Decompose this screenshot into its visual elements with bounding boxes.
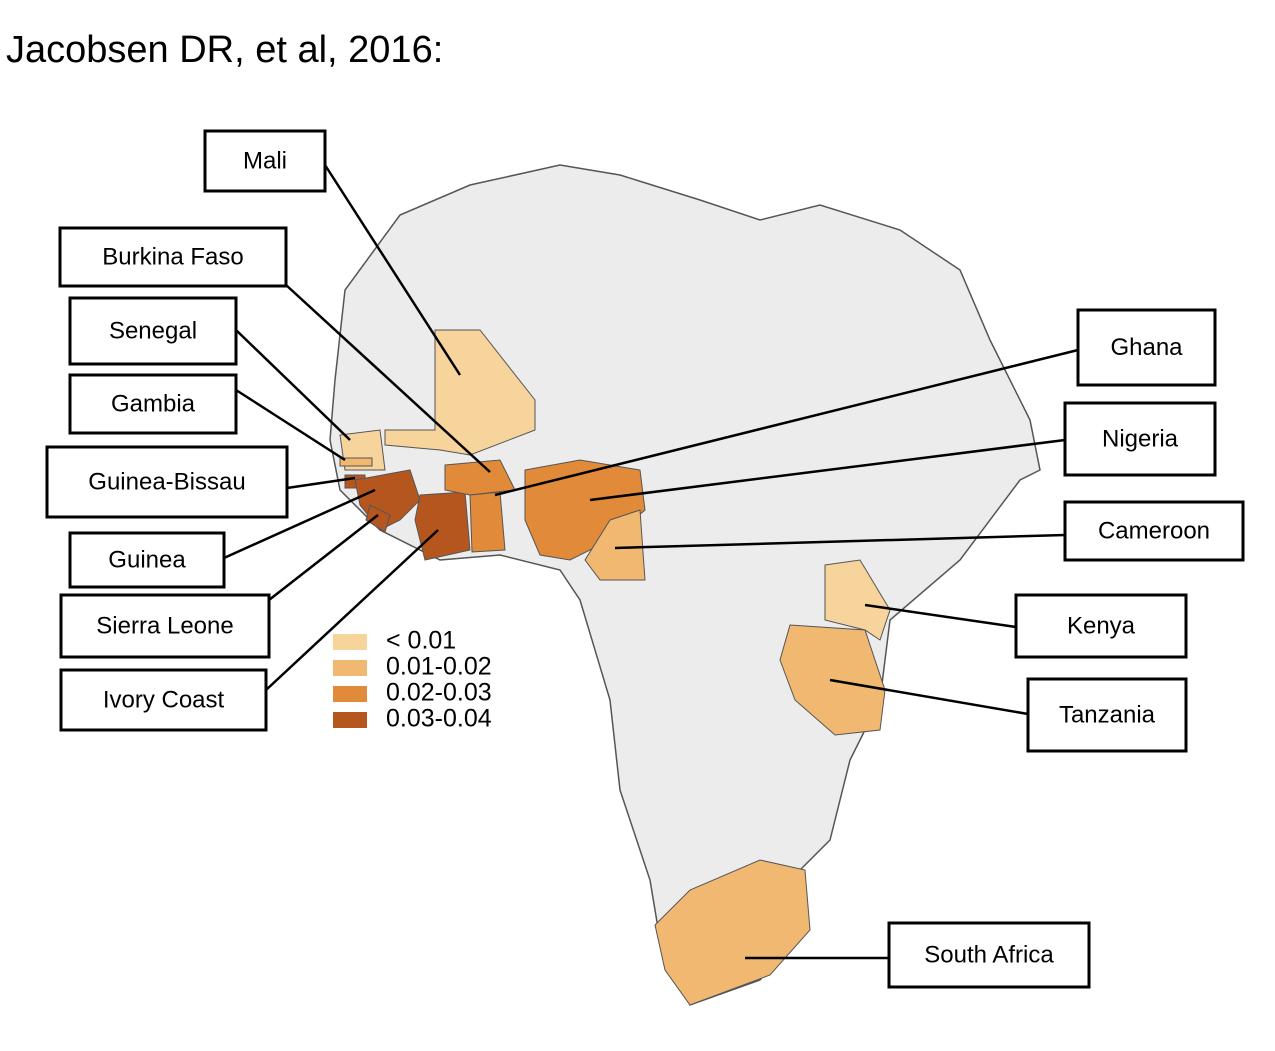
leader-line bbox=[614, 533, 1066, 550]
legend-label: 0.02-0.03 bbox=[386, 679, 492, 707]
legend-swatch bbox=[333, 634, 367, 650]
country-label: Tanzania bbox=[1059, 701, 1156, 728]
country-label: Senegal bbox=[109, 317, 197, 344]
country-label: Ivory Coast bbox=[103, 686, 225, 713]
country bbox=[654, 859, 811, 1006]
country bbox=[824, 559, 891, 641]
label-box bbox=[1063, 500, 1245, 562]
country bbox=[469, 491, 506, 553]
leader-line bbox=[829, 678, 1029, 716]
country-label: South Africa bbox=[924, 941, 1054, 968]
label-box bbox=[887, 921, 1091, 989]
label-box bbox=[1076, 308, 1217, 387]
title: Jacobsen DR, et al, 2016: bbox=[6, 29, 443, 71]
country-label: Sierra Leone bbox=[96, 612, 233, 639]
leader-line bbox=[864, 603, 1017, 629]
country-label: Burkina Faso bbox=[102, 243, 243, 270]
country-label: Ghana bbox=[1110, 334, 1183, 361]
leader-line bbox=[323, 164, 462, 376]
leader-line bbox=[235, 329, 351, 441]
label-box bbox=[59, 593, 271, 659]
label-box bbox=[68, 531, 226, 589]
legend-swatch bbox=[333, 660, 367, 676]
leader-line bbox=[589, 438, 1066, 502]
label-box bbox=[45, 445, 289, 519]
country-label: Nigeria bbox=[1102, 425, 1179, 452]
leader-line bbox=[494, 348, 1079, 497]
label-box bbox=[68, 296, 238, 366]
label-box bbox=[68, 373, 238, 435]
legend-swatch bbox=[333, 686, 367, 702]
country bbox=[414, 491, 471, 561]
country bbox=[384, 329, 536, 456]
country-label: Mali bbox=[243, 147, 287, 174]
leader-line bbox=[265, 529, 439, 691]
country-label: Guinea bbox=[108, 546, 186, 573]
legend-label: < 0.01 bbox=[386, 627, 456, 655]
country-label: Cameroon bbox=[1098, 517, 1210, 544]
leader-line bbox=[286, 476, 356, 490]
label-box bbox=[203, 129, 327, 193]
label-box bbox=[1063, 401, 1217, 477]
country-label: Kenya bbox=[1067, 612, 1136, 639]
legend-label: 0.01-0.02 bbox=[386, 653, 492, 681]
label-box bbox=[59, 668, 268, 732]
leader-line bbox=[285, 284, 491, 473]
country bbox=[584, 509, 646, 581]
leader-line bbox=[223, 488, 376, 560]
continent bbox=[329, 164, 1041, 1006]
label-box bbox=[58, 226, 288, 288]
leader-line bbox=[235, 388, 346, 462]
legend-swatch bbox=[333, 712, 367, 728]
label-box bbox=[1014, 593, 1188, 659]
leader-line bbox=[268, 514, 379, 601]
legend-label: 0.03-0.04 bbox=[386, 705, 492, 733]
country-label: Gambia bbox=[111, 390, 196, 417]
country-label: Guinea-Bissau bbox=[88, 468, 245, 495]
country bbox=[365, 504, 391, 533]
label-box bbox=[1026, 677, 1188, 753]
country bbox=[339, 457, 373, 467]
